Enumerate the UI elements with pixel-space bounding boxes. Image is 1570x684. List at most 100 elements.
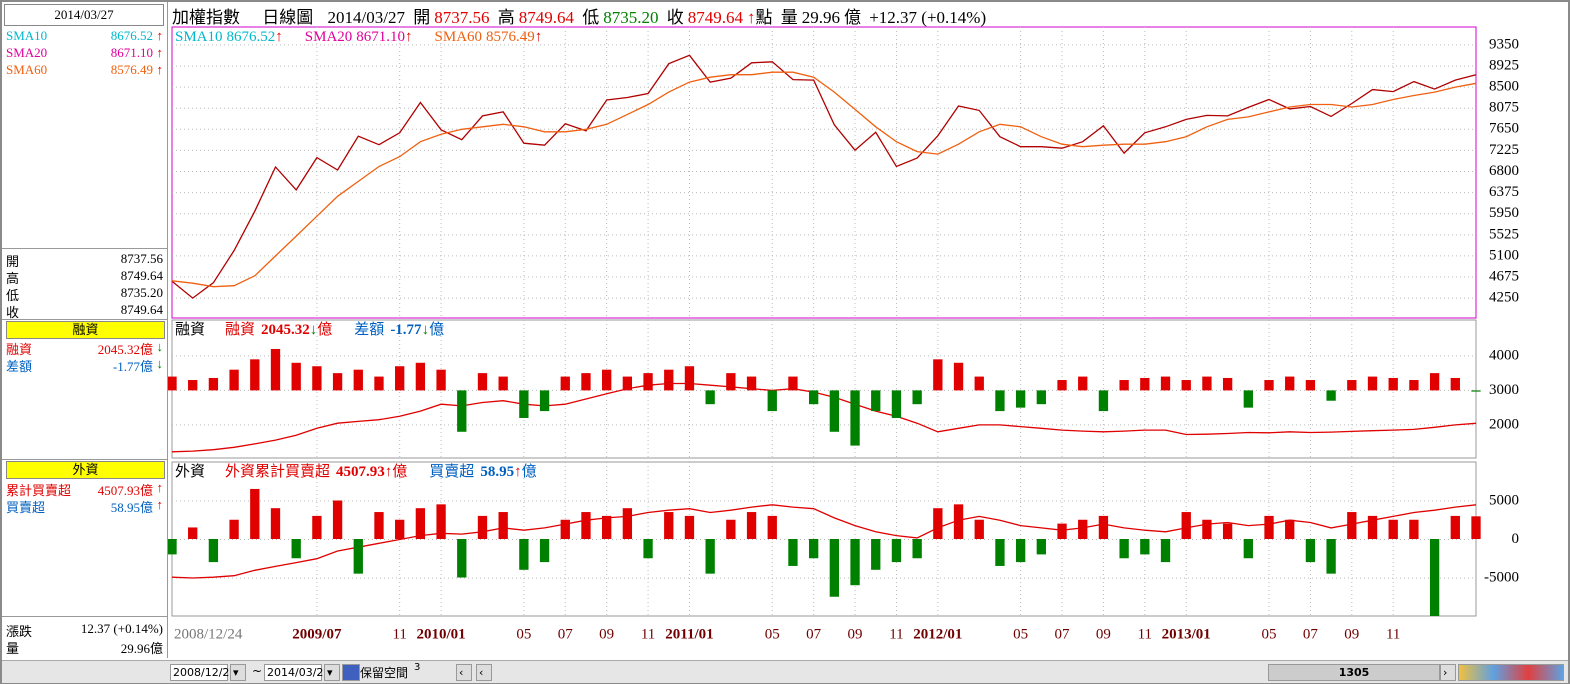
series-line <box>171 382 1477 453</box>
legend-trend: ↓ <box>422 322 430 338</box>
bar <box>415 362 426 391</box>
bar <box>498 376 508 391</box>
start-dropdown[interactable]: ▾ <box>230 664 246 681</box>
x-tick-label: 09 <box>1096 626 1111 642</box>
bar <box>1388 519 1398 539</box>
ohlc-label: 高 <box>6 271 20 286</box>
end-date[interactable]: 2014/03/26 <box>264 664 330 681</box>
open-label: 開 <box>413 8 431 27</box>
bar-count[interactable]: 1305 <box>1268 664 1440 681</box>
series-line <box>171 504 1477 579</box>
bar <box>1326 539 1336 574</box>
ohlc-label: 收 <box>6 305 20 320</box>
start-date[interactable]: 2008/12/23 <box>170 664 236 681</box>
bar <box>539 539 550 563</box>
bar <box>395 366 405 391</box>
pane-title: 融資 <box>175 321 205 338</box>
bar <box>332 500 343 539</box>
separator <box>2 616 167 617</box>
y-tick-label: 4250 <box>1489 290 1519 306</box>
bar <box>974 519 984 539</box>
bar <box>705 390 715 405</box>
bar <box>726 373 736 391</box>
bar <box>891 539 902 563</box>
y-tick-label: 8075 <box>1489 100 1519 116</box>
range-button[interactable] <box>342 664 360 681</box>
end-dropdown[interactable]: ▾ <box>324 664 340 681</box>
y-tick-label: 9350 <box>1489 36 1519 52</box>
x-tick-label: 09 <box>1344 626 1359 642</box>
volume-value: 29.96 <box>801 8 840 27</box>
reserve-label: 保留空間 <box>360 666 409 680</box>
x-tick-label: 09 <box>848 626 863 642</box>
bar <box>188 380 198 391</box>
bar <box>457 539 467 578</box>
bar <box>395 519 405 539</box>
bar <box>208 377 219 391</box>
y-tick-label: 8500 <box>1489 79 1519 95</box>
bar <box>374 512 384 539</box>
tool-icons[interactable] <box>1458 664 1564 681</box>
bar <box>1326 390 1336 401</box>
bar <box>622 508 633 539</box>
bar <box>995 390 1005 412</box>
bar <box>560 519 570 539</box>
ohlc-row: 收 8749.64 <box>6 302 163 320</box>
bar <box>353 539 363 574</box>
bar <box>208 539 219 563</box>
bar <box>1140 539 1150 555</box>
scroll-left-2[interactable]: ‹ <box>476 664 492 681</box>
volume-unit: 億 <box>843 8 861 27</box>
y-tick-label: 7225 <box>1489 142 1519 158</box>
bar <box>477 373 488 391</box>
bar <box>1160 539 1171 563</box>
x-tick-label: 2013/01 <box>1162 626 1211 642</box>
side-value: 58.95 <box>110 500 140 515</box>
bar <box>1347 512 1357 539</box>
bar <box>270 348 281 391</box>
bar <box>602 515 612 539</box>
bar <box>1181 380 1191 391</box>
side-unit: 億 <box>139 359 153 374</box>
bar <box>788 376 798 391</box>
bar <box>1160 376 1171 391</box>
legend-name: SMA10 <box>175 29 223 45</box>
bar <box>1202 519 1212 539</box>
separator <box>2 459 167 460</box>
change-row: 漲跌 12.37 (+0.14%) <box>6 621 163 639</box>
chart-area: 4250 4675 5100 5525 5950 6375 6800 7225 7650 8075… <box>167 26 1519 642</box>
period: 日線圖 <box>262 8 314 27</box>
bar <box>1181 512 1191 539</box>
bar <box>1119 380 1129 391</box>
legend-value: 58.95 <box>480 464 514 480</box>
bar <box>933 508 943 539</box>
bar <box>1078 376 1088 391</box>
bar <box>1036 539 1046 555</box>
low-label: 低 <box>582 8 600 27</box>
reserve-value[interactable]: 3 <box>414 662 421 673</box>
bar <box>850 539 860 586</box>
bar <box>1140 377 1150 391</box>
close-value: 8749.64 <box>687 8 743 27</box>
bar <box>353 369 363 391</box>
scroll-right[interactable]: › <box>1440 664 1456 681</box>
y-tick-label: 4000 <box>1489 347 1519 363</box>
bar <box>291 539 301 559</box>
bar <box>1222 523 1233 539</box>
bar <box>643 373 653 391</box>
series-line <box>171 71 1477 288</box>
legend-name: SMA60 <box>435 29 483 45</box>
bar <box>1471 390 1481 392</box>
change-label: 漲跌 <box>6 624 33 639</box>
volume-row: 量 29.96億 <box>6 638 163 656</box>
y-tick-label: 2000 <box>1489 416 1519 432</box>
bar <box>312 366 322 391</box>
volume-value: 29.96億 <box>120 641 163 656</box>
scroll-left[interactable]: ‹ <box>456 664 472 681</box>
bar <box>519 390 529 418</box>
bar <box>1098 390 1109 412</box>
pane-frame <box>171 319 1477 459</box>
side-unit: 億 <box>139 500 153 515</box>
y-tick-label: 6800 <box>1489 163 1519 179</box>
